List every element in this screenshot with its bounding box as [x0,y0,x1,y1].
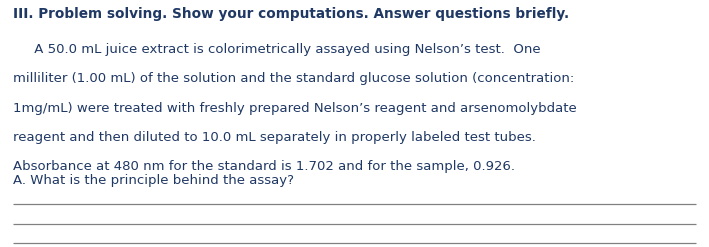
Text: reagent and then diluted to 10.0 mL separately in properly labeled test tubes.: reagent and then diluted to 10.0 mL sepa… [13,131,535,144]
Text: Absorbance at 480 nm for the standard is 1.702 and for the sample, 0.926.: Absorbance at 480 nm for the standard is… [13,160,515,173]
Text: A 50.0 mL juice extract is colorimetrically assayed using Nelson’s test.  One: A 50.0 mL juice extract is colorimetrica… [13,43,540,56]
Text: 1mg/mL) were treated with freshly prepared Nelson’s reagent and arsenomolybdate: 1mg/mL) were treated with freshly prepar… [13,102,576,115]
Text: III. Problem solving. Show your computations. Answer questions briefly.: III. Problem solving. Show your computat… [13,7,569,21]
Text: A. What is the principle behind the assay?: A. What is the principle behind the assa… [13,174,294,187]
Text: milliliter (1.00 mL) of the solution and the standard glucose solution (concentr: milliliter (1.00 mL) of the solution and… [13,72,574,85]
